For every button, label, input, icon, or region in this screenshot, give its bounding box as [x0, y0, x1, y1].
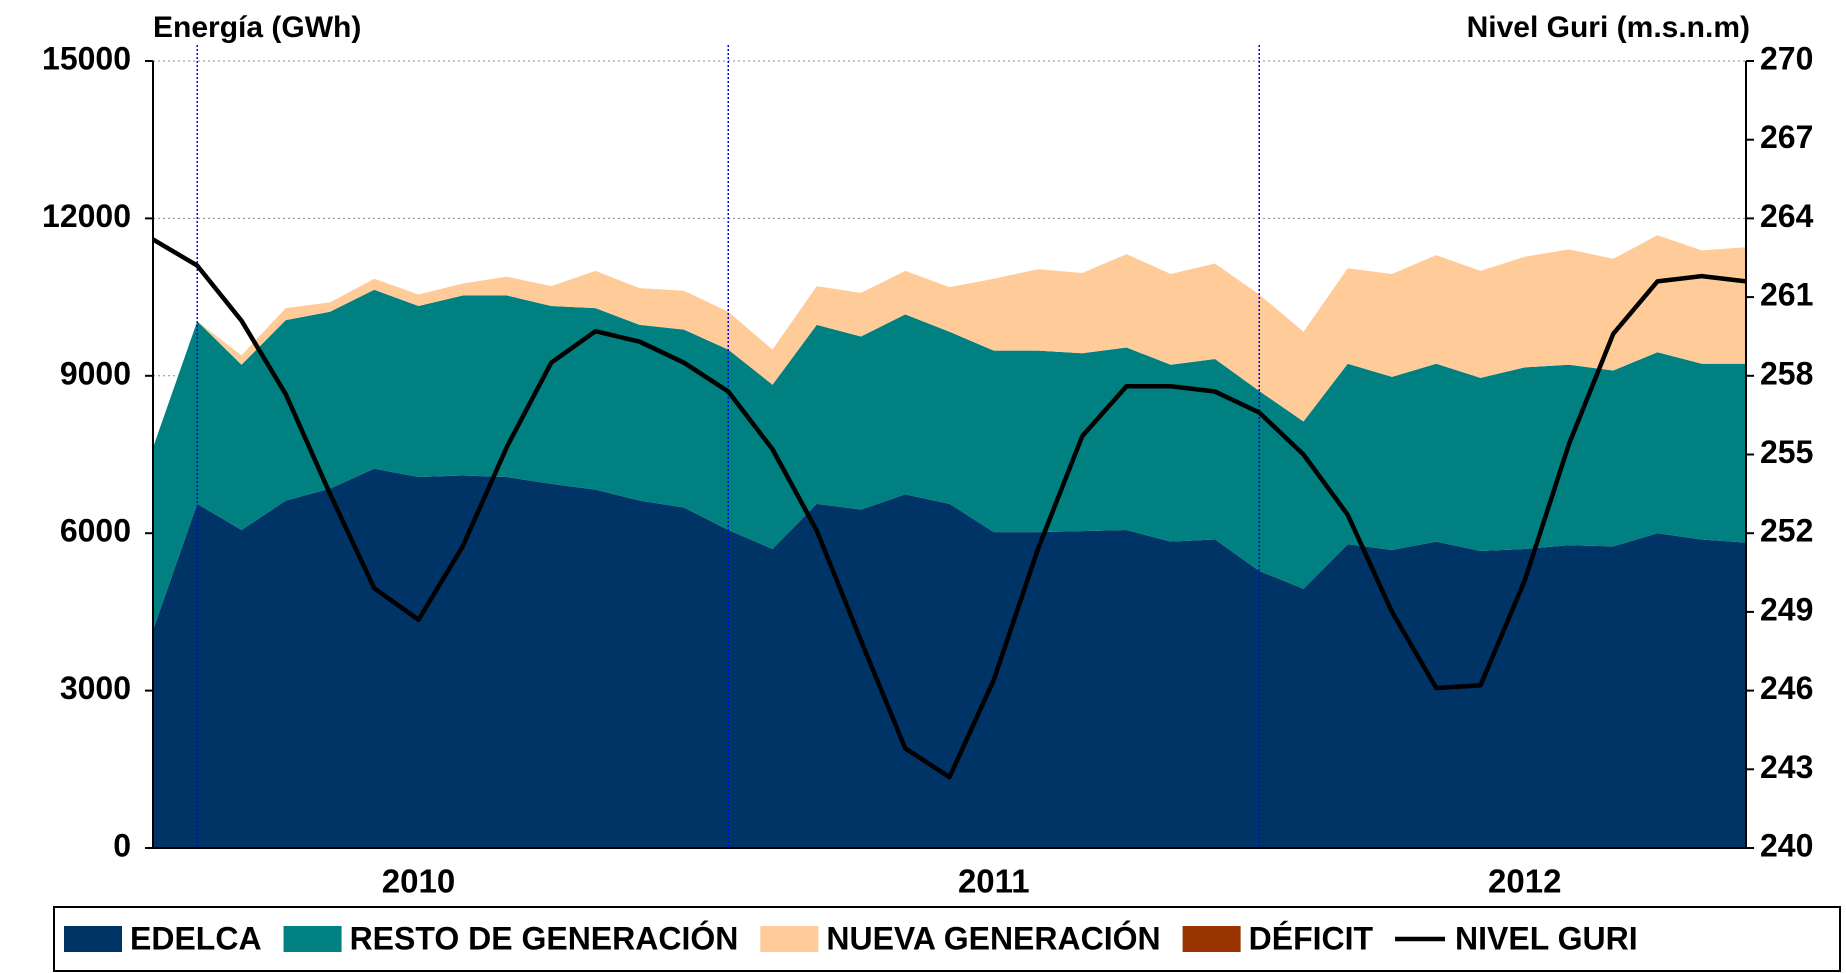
area	[153, 235, 1746, 448]
y2-tick-label: 270	[1760, 40, 1813, 76]
legend-label: DÉFICIT	[1249, 920, 1374, 956]
y2-tick-label: 255	[1760, 434, 1813, 470]
x-tick-label: 2012	[1488, 863, 1561, 900]
y-tick-label: 15000	[42, 40, 131, 76]
y-tick-label: 12000	[42, 198, 131, 234]
y2-tick-label: 264	[1760, 198, 1814, 234]
y-tick-label: 6000	[60, 513, 131, 549]
y2-tick-label: 261	[1760, 277, 1813, 313]
legend-item: RESTO DE GENERACIÓN	[283, 920, 739, 956]
legend-label: NUEVA GENERACIÓN	[826, 920, 1160, 956]
line	[151, 237, 1747, 780]
legend-item: DÉFICIT	[1182, 920, 1374, 956]
legend-swatch	[64, 926, 122, 952]
legend: EDELCA RESTO DE GENERACIÓN NUEVA GENERACIÓ…	[64, 920, 1638, 956]
legend-box	[53, 906, 1841, 972]
y2-tick-label: 249	[1760, 591, 1813, 627]
area	[153, 289, 1746, 631]
y2-tick-label: 240	[1760, 827, 1813, 863]
y2-tick-label: 252	[1760, 513, 1813, 549]
legend-swatch	[1182, 926, 1241, 952]
x-tick-label: 2011	[958, 863, 1030, 900]
y-tick-label: 3000	[60, 670, 131, 706]
area	[153, 468, 1746, 848]
y2-tick-label: 243	[1760, 749, 1813, 785]
y-axis-title: Energía (GWh)	[153, 11, 361, 44]
legend-item: NIVEL GURI	[1395, 920, 1638, 956]
y2-axis-title: Nivel Guri (m.s.n.m)	[1467, 11, 1750, 44]
legend-item: EDELCA	[64, 920, 262, 956]
legend-swatch	[760, 926, 819, 952]
legend-label: RESTO DE GENERACIÓN	[350, 920, 739, 956]
y2-tick-label: 258	[1760, 355, 1813, 391]
y-tick-label: 9000	[60, 355, 131, 391]
x-tick-label: 2010	[382, 863, 455, 900]
legend-swatch	[283, 926, 342, 952]
legend-item: NUEVA GENERACIÓN	[760, 920, 1161, 956]
y2-tick-label: 267	[1760, 119, 1813, 155]
y2-tick-label: 246	[1760, 670, 1813, 706]
y-tick-label: 0	[113, 827, 131, 863]
legend-label: EDELCA	[130, 920, 262, 956]
legend-label: NIVEL GURI	[1455, 920, 1638, 956]
